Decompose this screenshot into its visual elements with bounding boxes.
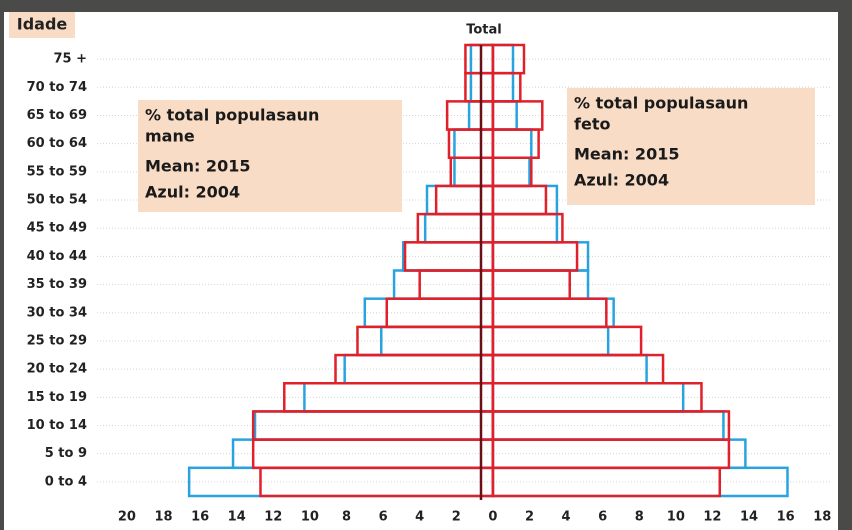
x-tick-label: 18 (154, 510, 172, 525)
annotation-text: Mean: 2015 (145, 157, 250, 176)
y-tick-label: 75 + (53, 52, 87, 67)
x-tick-label: 20 (118, 510, 136, 525)
x-tick-label: 16 (777, 510, 795, 525)
y-tick-label: 35 to 39 (27, 277, 87, 292)
annotation-text: Mean: 2015 (574, 145, 679, 164)
x-tick-label: 10 (301, 510, 319, 525)
x-tick-label: 18 (813, 510, 831, 525)
y-tick-label: 25 to 29 (27, 333, 87, 348)
x-tick-label: 10 (667, 510, 685, 525)
x-tick-label: 4 (415, 510, 424, 525)
y-tick-label: 30 to 34 (27, 305, 87, 320)
x-tick-label: 16 (191, 510, 209, 525)
y-tick-label: 5 to 9 (45, 446, 87, 461)
y-tick-label: 20 to 24 (27, 362, 87, 377)
x-tick-label: 12 (264, 510, 282, 525)
page: {"chart_data": { "type": "population-pyr… (0, 0, 852, 530)
y-tick-label: 65 to 69 (27, 108, 87, 123)
x-tick-label: 6 (379, 510, 388, 525)
x-tick-label: 14 (228, 510, 246, 525)
x-tick-label: 2 (525, 510, 534, 525)
y-tick-label: 50 to 54 (27, 193, 87, 208)
x-tick-label: 8 (342, 510, 351, 525)
y-tick-label: 15 to 19 (27, 390, 87, 405)
x-tick-label: 0 (488, 510, 497, 525)
annotation-text: Azul: 2004 (145, 183, 240, 202)
chart-title: Total (466, 23, 502, 38)
x-tick-label: 4 (562, 510, 571, 525)
annotation-text: % total populasaun (574, 94, 748, 113)
y-tick-label: 0 to 4 (45, 474, 87, 489)
y-tick-label: 55 to 59 (27, 164, 87, 179)
y-axis-label: Idade (17, 15, 68, 34)
y-tick-label: 70 to 74 (27, 80, 87, 95)
annotation-text: Azul: 2004 (574, 171, 669, 190)
y-tick-label: 45 to 49 (27, 221, 87, 236)
annotation-text: feto (574, 115, 610, 134)
x-tick-label: 8 (635, 510, 644, 525)
x-tick-label: 14 (740, 510, 758, 525)
x-tick-label: 12 (703, 510, 721, 525)
chart: Idade Total 75 + 70 to 74 65 to 69 60 to 64… (0, 0, 852, 530)
annotation-text: mane (145, 127, 195, 146)
x-tick-label: 2 (452, 510, 461, 525)
y-tick-label: 60 to 64 (27, 136, 87, 151)
y-tick-label: 10 to 14 (27, 418, 87, 433)
x-tick-label: 6 (598, 510, 607, 525)
y-tick-label: 40 to 44 (27, 249, 87, 264)
annotation-text: % total populasaun (145, 106, 319, 125)
